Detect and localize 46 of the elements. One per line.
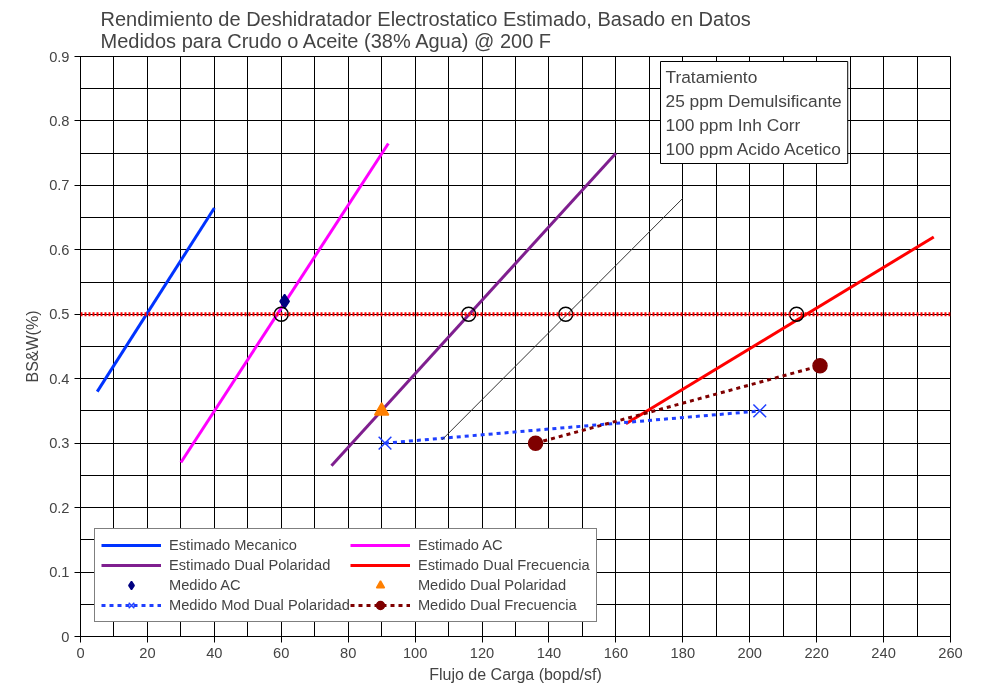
y-tick-label: 0.9: [49, 48, 70, 65]
x-tick-label: 60: [273, 644, 290, 661]
x-tick-label: 100: [402, 644, 428, 661]
x-tick-label: 220: [804, 644, 829, 661]
legend-label: Medido Dual Frecuencia: [417, 597, 577, 613]
legend-label: Medido AC: [169, 577, 241, 593]
legend-label: Medido Mod Dual Polaridad: [169, 597, 350, 613]
y-tick-label: 0.6: [49, 241, 70, 258]
x-axis-title: Flujo de Carga (bopd/sf): [429, 665, 602, 683]
y-tick-label: 0.1: [49, 564, 70, 581]
legend-label: Estimado Dual Frecuencia: [417, 557, 590, 573]
chart-title: Rendimiento de Deshidratador Electrostatico Estimado, Basado en Datos Medidos para Crudo o Aceite (38% Agua) @ 200 F: [100, 7, 751, 52]
y-tick-label: 0: [61, 628, 70, 645]
legend-label: Medido Dual Polaridad: [417, 577, 567, 593]
x-tick-label: 160: [603, 644, 629, 661]
x-tick-label: 120: [469, 644, 495, 661]
point: [812, 358, 828, 374]
legend-label: Estimado Dual Polaridad: [169, 557, 331, 573]
x-tick-label: 40: [206, 644, 223, 661]
point: [460, 306, 477, 323]
y-tick-label: 0.4: [49, 370, 70, 387]
point: [527, 435, 544, 451]
y-tick-label: 0.2: [49, 499, 70, 516]
x-tick-label: 140: [536, 644, 562, 661]
x-tick-label: 0: [76, 644, 85, 661]
point: [788, 306, 805, 323]
x-tick-label: 20: [139, 644, 156, 661]
y-tick-label: 0.8: [49, 112, 70, 129]
y-tick-label: 0.3: [49, 435, 70, 452]
legend-label: Estimado Mecanico: [169, 537, 297, 553]
point: [557, 306, 574, 323]
y-axis-title: BS&W(%): [24, 310, 42, 383]
annotation: Tratamiento 25 ppm Demulsificante 100 ppm Inh Corr 100 ppm Acido Acetico: [665, 66, 842, 159]
y-tick-label: 0.7: [49, 177, 70, 194]
x-tick-label: 80: [340, 644, 357, 661]
point: [279, 293, 291, 310]
legend-label: Estimado AC: [417, 537, 503, 553]
point: [273, 306, 290, 323]
x-tick-label: 180: [670, 644, 696, 661]
point: [752, 403, 767, 419]
x-tick-label: 260: [938, 644, 963, 661]
y-tick-label: 0.5: [49, 306, 70, 323]
x-tick-label: 240: [871, 644, 896, 661]
x-tick-label: 200: [737, 644, 762, 661]
point: [373, 402, 390, 416]
point: [377, 436, 393, 451]
